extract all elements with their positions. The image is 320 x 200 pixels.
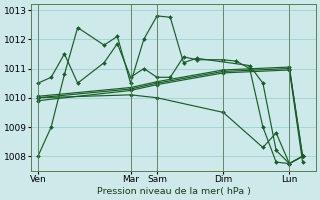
X-axis label: Pression niveau de la mer( hPa ): Pression niveau de la mer( hPa ): [97, 187, 251, 196]
